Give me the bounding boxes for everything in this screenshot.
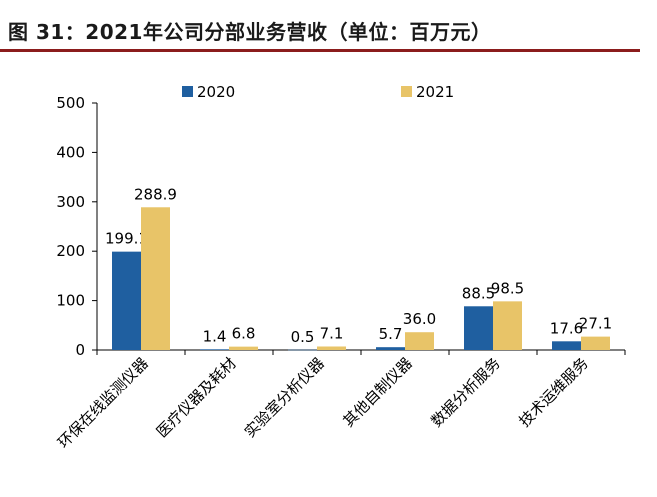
bar-2020-2 — [288, 349, 317, 351]
bar-2020-1 — [200, 349, 229, 350]
data-label-2021-2: 7.1 — [320, 324, 344, 342]
data-label-2021-5: 27.1 — [579, 315, 612, 333]
figure-title-bar: 图 31：2021年公司分部业务营收（单位：百万元） — [0, 0, 657, 52]
x-category-label: 环保在线监测仪器 — [54, 354, 152, 452]
data-label-2021-4: 98.5 — [491, 279, 524, 297]
data-label-2020-0: 199.1 — [105, 230, 148, 248]
bar-2020-0 — [112, 251, 141, 350]
bar-2021-4 — [493, 301, 522, 350]
data-label-2020-2: 0.5 — [291, 328, 315, 346]
bar-2021-0 — [141, 207, 170, 350]
legend-label-2020: 2020 — [197, 83, 235, 101]
data-label-2021-0: 288.9 — [134, 185, 177, 203]
y-tick-label: 0 — [75, 341, 85, 359]
y-tick-label: 300 — [56, 193, 85, 211]
bar-2021-2 — [317, 346, 346, 350]
data-label-2020-3: 5.7 — [379, 325, 403, 343]
x-category-label: 技术运维服务 — [515, 354, 591, 430]
y-tick-label: 200 — [56, 242, 85, 260]
legend-swatch-2021 — [401, 86, 412, 97]
y-tick-label: 400 — [56, 143, 85, 161]
y-tick-label: 500 — [56, 94, 85, 112]
data-label-2021-3: 36.0 — [403, 310, 436, 328]
y-tick-label: 100 — [56, 292, 85, 310]
x-category-label: 其他自制仪器 — [339, 354, 415, 430]
bar-2020-5 — [552, 341, 581, 350]
bar-2020-3 — [376, 347, 405, 350]
figure-title: 图 31：2021年公司分部业务营收（单位：百万元） — [8, 20, 492, 44]
legend-label-2021: 2021 — [416, 83, 454, 101]
legend-swatch-2020 — [182, 86, 193, 97]
title-underline — [0, 49, 640, 52]
x-category-label: 医疗仪器及耗材 — [153, 354, 240, 441]
bar-2021-1 — [229, 346, 258, 350]
x-category-label: 实验室分析仪器 — [241, 354, 328, 441]
data-label-2020-5: 17.6 — [550, 319, 583, 337]
data-label-2020-4: 88.5 — [462, 284, 495, 302]
bar-2020-4 — [464, 306, 493, 350]
data-label-2020-1: 1.4 — [203, 327, 227, 345]
bar-2021-3 — [405, 332, 434, 350]
data-label-2021-1: 6.8 — [232, 325, 256, 343]
bar-2021-5 — [581, 336, 610, 350]
x-category-label: 数据分析服务 — [427, 354, 503, 430]
